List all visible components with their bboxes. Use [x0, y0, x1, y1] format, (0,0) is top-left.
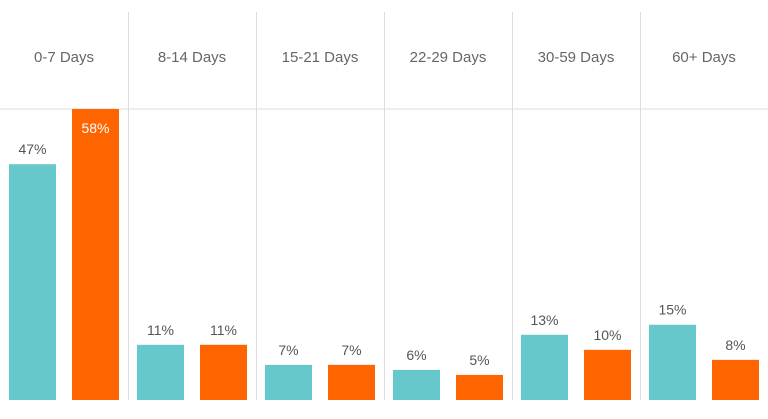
- category-label: 15-21 Days: [282, 49, 359, 66]
- data-label: 7%: [278, 342, 298, 358]
- bar: [9, 164, 56, 400]
- data-label: 10%: [593, 327, 621, 343]
- bar: [328, 364, 375, 400]
- bar: [72, 109, 119, 400]
- data-label: 11%: [147, 322, 174, 338]
- bar: [521, 334, 568, 400]
- bar: [393, 369, 440, 400]
- category-label: 0-7 Days: [34, 49, 94, 66]
- bar: [137, 344, 184, 400]
- bar: [265, 364, 312, 400]
- bar: [200, 344, 247, 400]
- category-label: 30-59 Days: [538, 49, 615, 66]
- data-label: 7%: [341, 342, 361, 358]
- bar: [584, 349, 631, 400]
- data-label: 58%: [81, 120, 109, 136]
- category-label: 22-29 Days: [410, 49, 487, 66]
- data-label: 47%: [18, 141, 46, 157]
- bar: [712, 359, 759, 400]
- data-label: 15%: [658, 302, 686, 318]
- bar: [456, 374, 503, 400]
- data-label: 11%: [210, 322, 237, 338]
- category-label: 60+ Days: [672, 49, 736, 66]
- data-label: 13%: [530, 312, 558, 328]
- data-label: 6%: [406, 347, 426, 363]
- category-label: 8-14 Days: [158, 49, 226, 66]
- data-label: 8%: [725, 337, 745, 353]
- data-label: 5%: [469, 352, 489, 368]
- bar: [649, 324, 696, 400]
